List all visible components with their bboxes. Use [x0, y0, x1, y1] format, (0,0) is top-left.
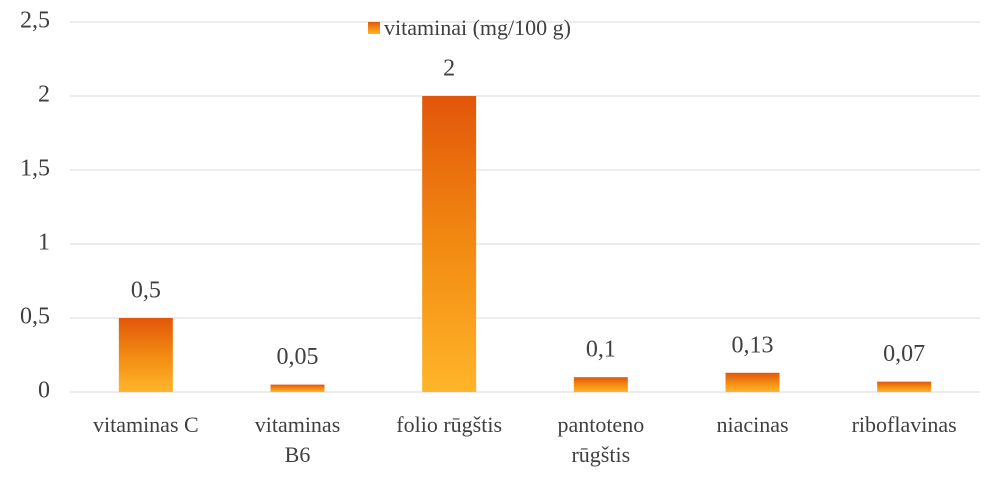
data-label: 2	[443, 56, 455, 82]
y-tick-label: 1	[38, 230, 50, 256]
x-tick-label: riboflavinas	[851, 412, 957, 437]
y-tick-label: 0,5	[20, 304, 50, 330]
data-label: 0,1	[586, 337, 616, 363]
data-label: 0,07	[883, 341, 925, 367]
y-tick-label: 0	[38, 378, 50, 404]
bar	[725, 372, 780, 392]
bar	[877, 381, 932, 392]
x-tick-label: folio rūgštis	[396, 412, 503, 437]
y-tick-label: 2,5	[20, 8, 50, 34]
x-tick-label: niacinas	[716, 412, 789, 437]
data-label: 0,5	[131, 278, 161, 304]
data-label: 0,05	[277, 344, 319, 370]
y-tick-label: 2	[38, 82, 50, 108]
x-tick-label: vitaminas C	[92, 412, 199, 437]
x-tick-label: vitaminas B6	[254, 412, 341, 467]
legend-swatch	[368, 22, 380, 34]
bar	[118, 318, 173, 392]
bar	[270, 384, 325, 392]
data-label: 0,13	[732, 332, 774, 358]
bar	[573, 377, 628, 392]
bar	[422, 96, 477, 392]
y-tick-label: 1,5	[20, 156, 50, 182]
x-tick-label: pantoteno rūgštis	[557, 412, 645, 467]
legend-label: vitaminai (mg/100 g)	[384, 15, 571, 40]
